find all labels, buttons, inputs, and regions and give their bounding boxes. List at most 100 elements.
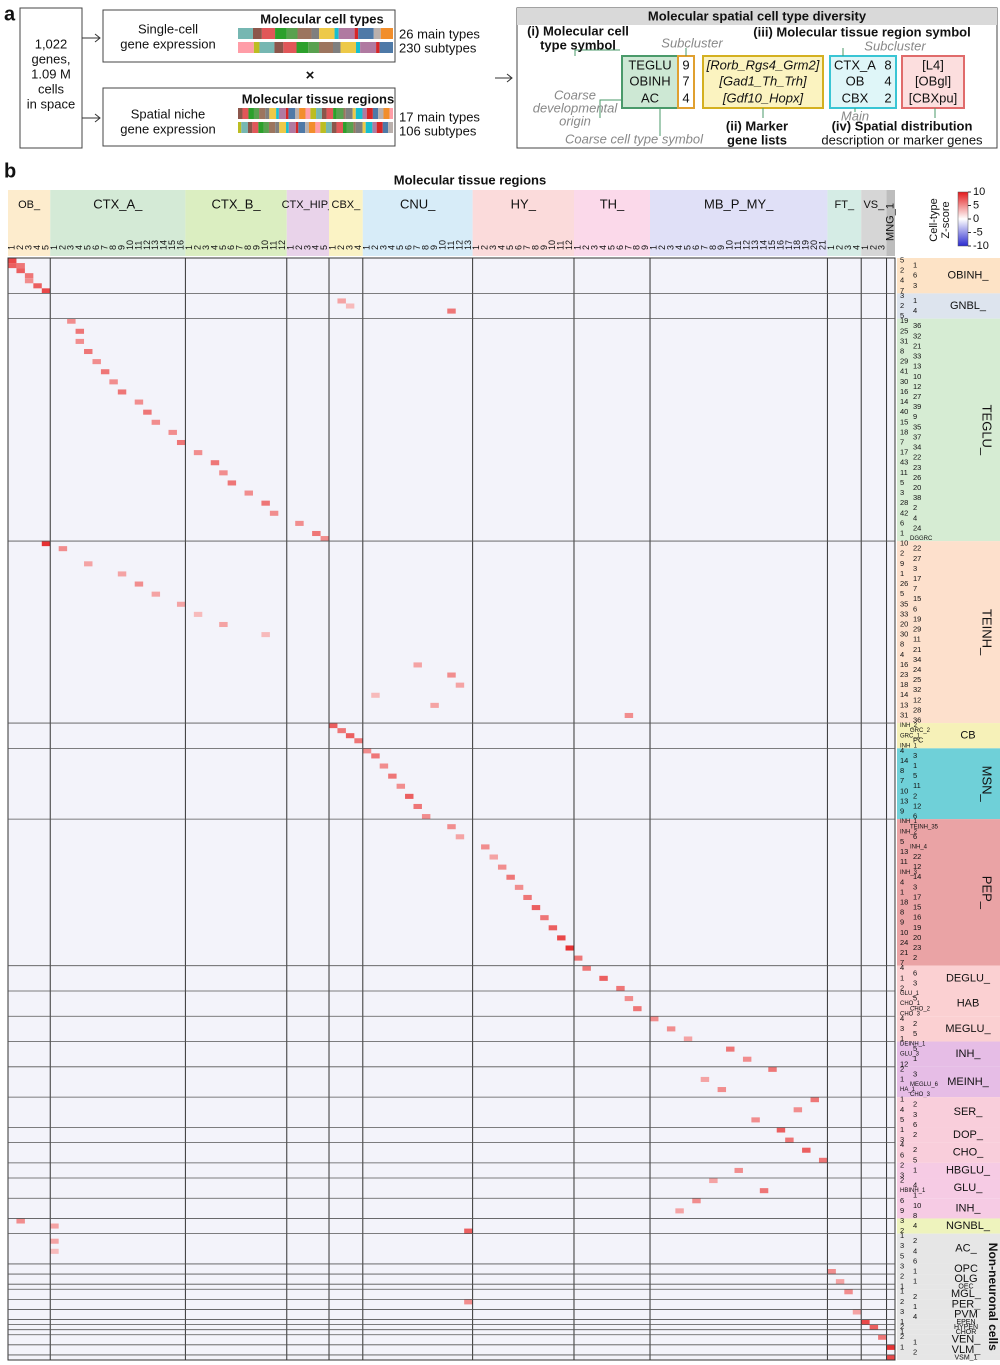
heatmap-cell	[50, 1248, 59, 1254]
barcode-segment	[265, 108, 270, 119]
heatmap-cell	[692, 1198, 701, 1204]
row-label: 16	[900, 387, 908, 396]
barcode-segment	[305, 122, 309, 133]
column-tick-label: 5	[606, 245, 616, 250]
row-group-band	[897, 1016, 1000, 1042]
barcode-segment	[380, 28, 393, 39]
row-group-name: NGNBL_	[946, 1220, 991, 1232]
row-group-name: OBINH_	[948, 270, 990, 282]
column-tick-label: 20	[809, 240, 819, 250]
row-group-band	[897, 1041, 1000, 1067]
row-label: 1	[913, 261, 917, 270]
row-label: 1	[900, 1231, 904, 1240]
column-tick-label: 5	[505, 245, 515, 250]
column-group-band	[886, 190, 895, 256]
row-group-name: VSM_1	[955, 1354, 978, 1361]
row-label: CHO_1	[900, 1001, 921, 1007]
column-tick-label: 3	[589, 245, 599, 250]
label: (iv) Spatial distribution	[832, 118, 973, 133]
heatmap-cell	[109, 379, 118, 385]
barcode-segment	[358, 28, 374, 39]
barcode-segment	[259, 108, 266, 119]
row-group-band	[897, 1162, 1000, 1179]
row-label: 1	[900, 569, 904, 578]
barcode-segment	[355, 122, 363, 133]
row-label: 5	[913, 771, 917, 780]
barcode-segment	[326, 108, 334, 119]
row-group-band	[897, 1178, 1000, 1199]
row-label: 1	[913, 1337, 917, 1346]
barcode-segment	[248, 108, 254, 119]
row-label: 2	[913, 953, 917, 962]
row-label: MEGLU_6	[910, 1082, 939, 1088]
row-label: 33	[900, 609, 908, 618]
column-group-name: CBX_	[332, 199, 362, 211]
side-label: Non-neuronal cells	[986, 1243, 1000, 1351]
barcode-segment	[334, 28, 339, 39]
column-tick-label: 4	[387, 245, 397, 250]
row-group-name: OEC	[958, 1284, 973, 1291]
label: Coarse cell type symbol	[565, 131, 704, 146]
column-tick-label: 13	[750, 240, 760, 250]
barcode-segment	[365, 122, 373, 133]
row-label: 1	[900, 1317, 904, 1326]
column-tick-label: 11	[733, 241, 743, 250]
row-label: 3	[900, 291, 904, 300]
heatmap-cell	[312, 530, 321, 537]
heatmap-cell	[193, 611, 203, 617]
row-group-band	[897, 723, 1000, 749]
row-label: 14	[900, 690, 908, 699]
row-label: DGGRC	[910, 536, 933, 542]
row-label: 5	[900, 1115, 904, 1124]
row-group-band	[897, 293, 1000, 319]
heatmap	[7, 257, 896, 1361]
row-group-name: SER_	[954, 1106, 984, 1118]
heatmap-cell	[886, 1344, 895, 1350]
column-tick-label: 4	[311, 245, 321, 250]
barcode-segment	[332, 42, 341, 53]
row-label: DEINH_1	[900, 1042, 926, 1048]
column-tick-label: 3	[378, 245, 388, 250]
column-tick-label: 5	[83, 245, 93, 250]
column-group-band	[329, 190, 363, 256]
heatmap-cell	[413, 803, 422, 809]
row-label: 8	[900, 766, 904, 775]
heatmap-background	[8, 258, 895, 1360]
row-label: 4	[900, 1140, 904, 1149]
barcode-segment	[276, 108, 279, 119]
barcode-segment	[311, 28, 320, 39]
barcode-segment	[242, 108, 249, 119]
heatmap-cell	[261, 632, 270, 638]
column-tick-label: 16	[775, 240, 785, 250]
input-text: genes,	[31, 51, 70, 66]
heatmap-cell	[193, 450, 203, 456]
heatmap-cell	[489, 854, 498, 860]
row-label: 4	[900, 877, 904, 886]
heatmap-cell	[244, 490, 253, 496]
row-group-name: PER_	[952, 1298, 982, 1310]
barcode-segment	[382, 122, 389, 133]
label: Coarse	[554, 87, 596, 102]
column-group-name: MNG_1	[885, 203, 897, 241]
subcluster-number: 8	[884, 57, 891, 72]
row-group-name: OPC	[954, 1263, 978, 1275]
column-group-band	[573, 190, 651, 256]
input-text: cells	[38, 81, 65, 96]
row-label: 36	[913, 716, 921, 725]
barcode-segment	[343, 108, 346, 119]
row-label: 1	[900, 1342, 904, 1351]
column-tick-label: 18	[792, 240, 802, 250]
column-group-name: CTX_HIP_	[282, 199, 335, 211]
column-group-name: CNU_	[400, 196, 436, 211]
column-tick-label: 2	[192, 245, 202, 250]
row-group-band	[897, 318, 1000, 542]
heatmap-cell	[16, 263, 25, 269]
row-group-name: MGL_	[951, 1288, 982, 1300]
column-group-name: OB_	[18, 199, 41, 211]
row-group-band	[897, 1299, 1000, 1310]
row-label: 4	[900, 276, 904, 285]
barcode-segment	[333, 108, 337, 119]
barcode-segment	[279, 122, 287, 133]
heatmap-cell	[827, 1269, 836, 1275]
colorbar-tick-label: -5	[973, 226, 983, 238]
